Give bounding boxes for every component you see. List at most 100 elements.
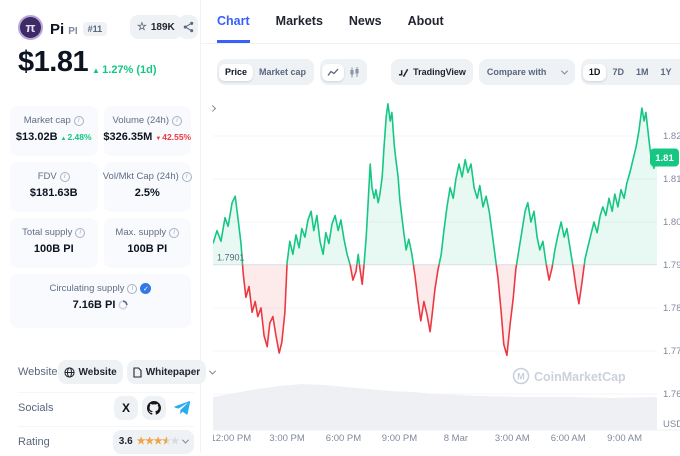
svg-text:1.76: 1.76 xyxy=(663,389,680,400)
info-icon[interactable] xyxy=(169,227,180,238)
rating-row-label: Rating xyxy=(18,435,50,448)
coin-price-change: 1.27% (1d) xyxy=(92,64,156,76)
stat-value: $13.02B xyxy=(15,131,58,143)
whitepaper-button-label: Whitepaper xyxy=(145,366,201,378)
supply-progress-icon xyxy=(118,300,129,310)
tab-news[interactable]: News xyxy=(348,14,382,28)
line-chart-icon xyxy=(327,68,339,76)
price-chart[interactable]: 1.82 1.81 1.80 1.79 1.78 1.77 1.76 M CoinMarketC… xyxy=(210,100,680,445)
line-chart-type-button[interactable] xyxy=(322,63,345,81)
price-chart-svg[interactable]: 1.82 1.81 1.80 1.79 1.78 1.77 1.76 M CoinMarketC… xyxy=(210,100,680,445)
watchlist-button[interactable]: ☆ 189K xyxy=(130,15,182,39)
svg-text:9:00 AM: 9:00 AM xyxy=(607,433,642,444)
stat-label: Max. supply xyxy=(115,227,167,238)
stat-label: FDV xyxy=(37,171,57,182)
compare-with-label: Compare with xyxy=(486,67,547,77)
price-toggle[interactable]: Price xyxy=(219,63,254,81)
github-icon xyxy=(147,400,161,415)
range-1y-button[interactable]: 1Y xyxy=(660,66,672,77)
github-button[interactable] xyxy=(142,395,166,420)
info-icon[interactable] xyxy=(73,115,84,126)
svg-text:1.78: 1.78 xyxy=(663,303,680,314)
svg-text:6:00 AM: 6:00 AM xyxy=(551,433,586,444)
watchlist-count: 189K xyxy=(150,21,175,33)
rating-button[interactable]: 3.6 ★★★★★ ★★★★★ xyxy=(112,429,194,454)
info-icon[interactable] xyxy=(59,171,70,182)
time-range-group: 1D 7D 1M 1Y All LOG ··· xyxy=(580,59,680,85)
coin-symbol: PI xyxy=(68,26,78,37)
tab-markets[interactable]: Markets xyxy=(275,14,323,28)
svg-text:12:00 PM: 12:00 PM xyxy=(213,433,251,444)
stat-label: Vol/Mkt Cap (24h) xyxy=(102,171,179,182)
info-icon[interactable] xyxy=(172,115,182,126)
svg-text:USD: USD xyxy=(663,419,680,430)
stats-grid: Market cap $13.02B2.48% Volume (24h) $32… xyxy=(10,104,217,328)
globe-icon xyxy=(63,366,75,378)
svg-text:3:00 PM: 3:00 PM xyxy=(269,433,304,444)
rating-stars: ★★★★★ ★★★★★ xyxy=(136,435,180,447)
svg-text:1.79: 1.79 xyxy=(663,260,680,271)
tradingview-button[interactable]: TradingView xyxy=(391,59,473,85)
website-button[interactable]: Website xyxy=(57,360,123,384)
range-1m-button[interactable]: 1M xyxy=(635,66,649,77)
stat-label: Volume (24h) xyxy=(112,115,169,126)
tradingview-label: TradingView xyxy=(413,67,466,77)
coin-rank-badge: #11 xyxy=(82,22,108,36)
info-icon[interactable] xyxy=(127,283,138,294)
chart-toolbar: Price Market cap xyxy=(217,58,680,86)
coin-name: Pi PI #11 xyxy=(50,21,108,38)
telegram-icon xyxy=(173,401,190,415)
range-1d-button[interactable]: 1D xyxy=(582,63,607,81)
chevron-down-icon[interactable] xyxy=(181,436,190,444)
stat-change: 2.48% xyxy=(61,132,91,142)
svg-text:1.77: 1.77 xyxy=(663,346,680,357)
stat-circulating-supply: Circulating supply 7.16B PI xyxy=(10,274,191,328)
svg-text:1.7901: 1.7901 xyxy=(217,253,245,263)
stat-label: Total supply xyxy=(22,227,73,238)
compare-with-select[interactable]: Compare with xyxy=(478,59,575,85)
range-7d-button[interactable]: 7D xyxy=(612,66,624,77)
metric-toggle-group: Price Market cap xyxy=(217,59,315,85)
socials-row: Socials X xyxy=(18,392,194,422)
svg-text:3:00 AM: 3:00 AM xyxy=(495,433,530,444)
stat-label: Circulating supply xyxy=(49,283,125,294)
document-icon xyxy=(133,366,142,378)
tab-chart[interactable]: Chart xyxy=(217,0,250,43)
website-row-label: Website xyxy=(18,366,58,378)
stat-market-cap: Market cap $13.02B2.48% xyxy=(10,106,98,156)
verified-icon xyxy=(140,283,152,294)
socials-row-label: Socials xyxy=(18,401,54,414)
chart-panel: Chart Markets News About Price Market ca… xyxy=(200,0,680,453)
stars-empty: ★★★★★ xyxy=(136,435,180,447)
whitepaper-button[interactable]: Whitepaper xyxy=(126,360,207,384)
stat-total-supply: Total supply 100B PI xyxy=(10,218,98,268)
twitter-x-button[interactable]: X xyxy=(114,395,138,420)
chevron-down-icon xyxy=(560,67,568,75)
pi-coin-logo-icon: π xyxy=(18,15,43,40)
chart-type-group xyxy=(320,59,368,85)
svg-text:M: M xyxy=(517,372,525,382)
svg-text:1.82: 1.82 xyxy=(663,131,680,142)
rating-row: Rating 3.6 ★★★★★ ★★★★★ xyxy=(18,426,194,456)
x-logo-icon: X xyxy=(121,400,130,415)
stat-value: $326.35M xyxy=(103,131,153,143)
stat-value: 2.5% xyxy=(134,187,160,199)
info-icon[interactable] xyxy=(181,171,192,182)
candle-chart-type-button[interactable] xyxy=(344,64,365,81)
telegram-button[interactable] xyxy=(170,396,194,420)
tab-about[interactable]: About xyxy=(407,14,444,28)
svg-text:6:00 PM: 6:00 PM xyxy=(326,433,361,444)
market-cap-toggle[interactable]: Market cap xyxy=(259,66,307,77)
svg-text:CoinMarketCap: CoinMarketCap xyxy=(534,370,626,384)
stat-fdv: FDV $181.63B xyxy=(10,162,98,212)
share-button[interactable] xyxy=(178,15,198,39)
stat-change: 42.55% xyxy=(155,132,191,142)
candlestick-icon xyxy=(350,66,359,77)
section-tabs: Chart Markets News About xyxy=(201,0,680,44)
stat-value: $181.63B xyxy=(29,187,78,199)
rating-stars-fill: ★★★★★ xyxy=(136,436,168,447)
stat-value: 100B PI xyxy=(33,243,74,255)
info-icon[interactable] xyxy=(75,227,86,238)
rating-value: 3.6 xyxy=(118,436,133,447)
